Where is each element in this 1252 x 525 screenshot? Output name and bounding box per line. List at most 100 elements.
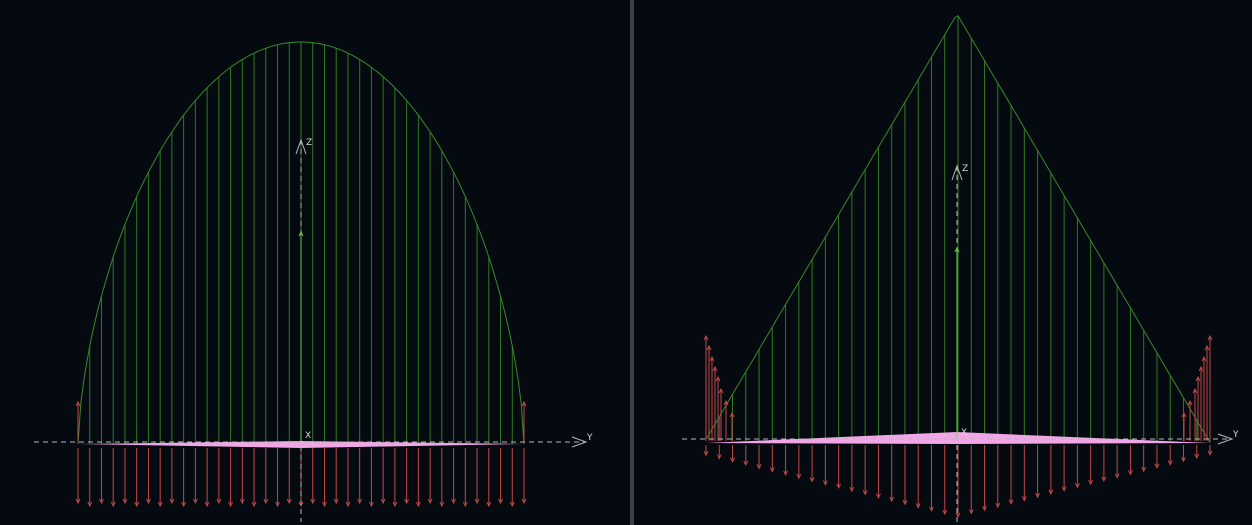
arrow-head <box>723 399 729 406</box>
lift-lines <box>89 42 513 444</box>
tip-vector <box>709 355 715 441</box>
axis-label-x: X <box>961 428 967 438</box>
arrow-head <box>730 457 735 463</box>
drag-vector <box>263 448 269 505</box>
viewport-left[interactable]: Z Y X <box>0 0 630 525</box>
arrow-head <box>1048 489 1054 496</box>
drag-vector <box>703 445 709 457</box>
arrow-head <box>1101 476 1107 483</box>
drag-vector <box>157 448 163 508</box>
arrow-head <box>1141 466 1147 473</box>
arrow-head <box>415 501 421 508</box>
drag-vector <box>929 445 934 512</box>
y-axis-arrowhead <box>571 436 588 448</box>
drag-vector <box>369 448 374 508</box>
drag-vector <box>730 445 735 463</box>
wing-surface <box>78 441 524 448</box>
drag-vector <box>876 445 881 499</box>
arrow-head <box>157 501 163 508</box>
arrow-head <box>333 498 339 505</box>
arrow-head <box>474 498 480 505</box>
drag-vector <box>1008 445 1014 505</box>
drag-vector <box>333 448 339 505</box>
tip-vector <box>718 387 724 441</box>
drag-vector <box>955 445 961 518</box>
arrow-head <box>251 501 257 508</box>
arrow-head <box>521 400 527 407</box>
drag-vector <box>439 448 445 508</box>
tip-vector <box>723 399 729 441</box>
arrow-head <box>942 509 948 516</box>
arrow-head <box>783 470 788 476</box>
arrow-head <box>1167 460 1173 466</box>
total-lift-vector <box>954 246 960 437</box>
arrow-head <box>1061 486 1067 492</box>
arrow-head <box>982 505 987 512</box>
arrow-head <box>169 498 175 505</box>
arrow-head <box>718 387 724 394</box>
drag-vector <box>796 445 802 480</box>
arrow-head <box>298 230 304 237</box>
viewport-right[interactable]: Z Y X <box>634 0 1252 525</box>
arrow-head <box>1195 375 1201 382</box>
arrow-head <box>439 501 445 508</box>
lift-lines <box>705 15 1211 443</box>
drag-vector <box>1021 445 1027 502</box>
drag-vector <box>509 448 515 508</box>
arrow-head <box>703 450 709 457</box>
arrow-head <box>451 498 456 505</box>
drag-vector <box>1048 445 1054 496</box>
drag-vector <box>1114 445 1120 479</box>
drag-vector <box>275 448 280 508</box>
arrow-head <box>706 344 712 351</box>
arrow-head <box>995 502 1001 509</box>
drag-vector <box>1181 445 1186 463</box>
drag-vector <box>474 448 480 505</box>
drag-vector <box>1167 445 1173 466</box>
arrow-head <box>1128 470 1133 476</box>
drag-vector <box>251 448 257 508</box>
drag-vector <box>521 448 527 505</box>
arrow-head <box>275 501 280 508</box>
arrow-head <box>715 375 721 382</box>
drag-vector <box>110 448 116 508</box>
drag-vector <box>216 448 222 505</box>
axis-label-y: Y <box>586 433 593 443</box>
viewport-divider[interactable] <box>630 0 634 525</box>
drag-vector <box>357 448 363 505</box>
arrow-head <box>769 467 775 473</box>
tip-vector <box>521 400 527 444</box>
drag-vector <box>192 448 198 505</box>
arrow-head <box>1074 483 1080 489</box>
arrow-head <box>1198 365 1204 372</box>
axis-label-z: Z <box>962 164 968 174</box>
arrow-head <box>876 493 881 499</box>
drag-vector <box>404 448 410 505</box>
arrow-head <box>809 477 815 483</box>
drag-vector <box>415 448 421 508</box>
axis-label-x: X <box>305 431 311 441</box>
drag-vector <box>134 448 140 508</box>
drag-vector <box>1154 445 1160 469</box>
lift-distribution-curve <box>77 41 525 445</box>
arrow-head <box>146 498 151 505</box>
arrow-head <box>392 501 398 508</box>
drag-vector <box>889 445 895 503</box>
tip-vector <box>1207 334 1213 441</box>
drag-vector <box>1207 445 1213 456</box>
arrow-head <box>703 334 709 341</box>
arrow-head <box>1192 387 1198 394</box>
drag-vector <box>427 448 433 505</box>
arrow-head <box>521 498 527 505</box>
axes <box>682 164 1234 522</box>
arrow-head <box>716 454 722 460</box>
arrow-head <box>1114 473 1120 479</box>
axes <box>34 138 588 522</box>
drag-vector <box>809 445 815 483</box>
arrow-head <box>1207 450 1213 456</box>
axis-label-y: Y <box>1232 430 1239 440</box>
tip-vector <box>706 344 712 441</box>
drag-vector <box>99 448 104 505</box>
drag-vector <box>862 445 868 496</box>
arrow-head <box>712 365 718 372</box>
